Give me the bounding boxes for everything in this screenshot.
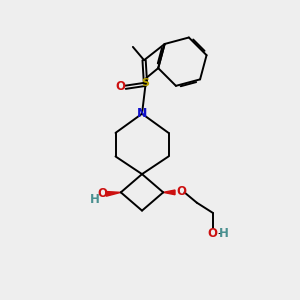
Polygon shape <box>163 190 175 195</box>
Text: H: H <box>219 227 229 240</box>
Text: O: O <box>116 80 125 93</box>
Text: S: S <box>141 78 149 88</box>
Text: O: O <box>97 187 107 200</box>
Polygon shape <box>106 191 121 196</box>
Text: N: N <box>137 107 147 120</box>
Text: H: H <box>89 193 99 206</box>
Text: -: - <box>217 227 222 240</box>
Text: O: O <box>176 185 186 198</box>
Text: O: O <box>207 227 218 240</box>
